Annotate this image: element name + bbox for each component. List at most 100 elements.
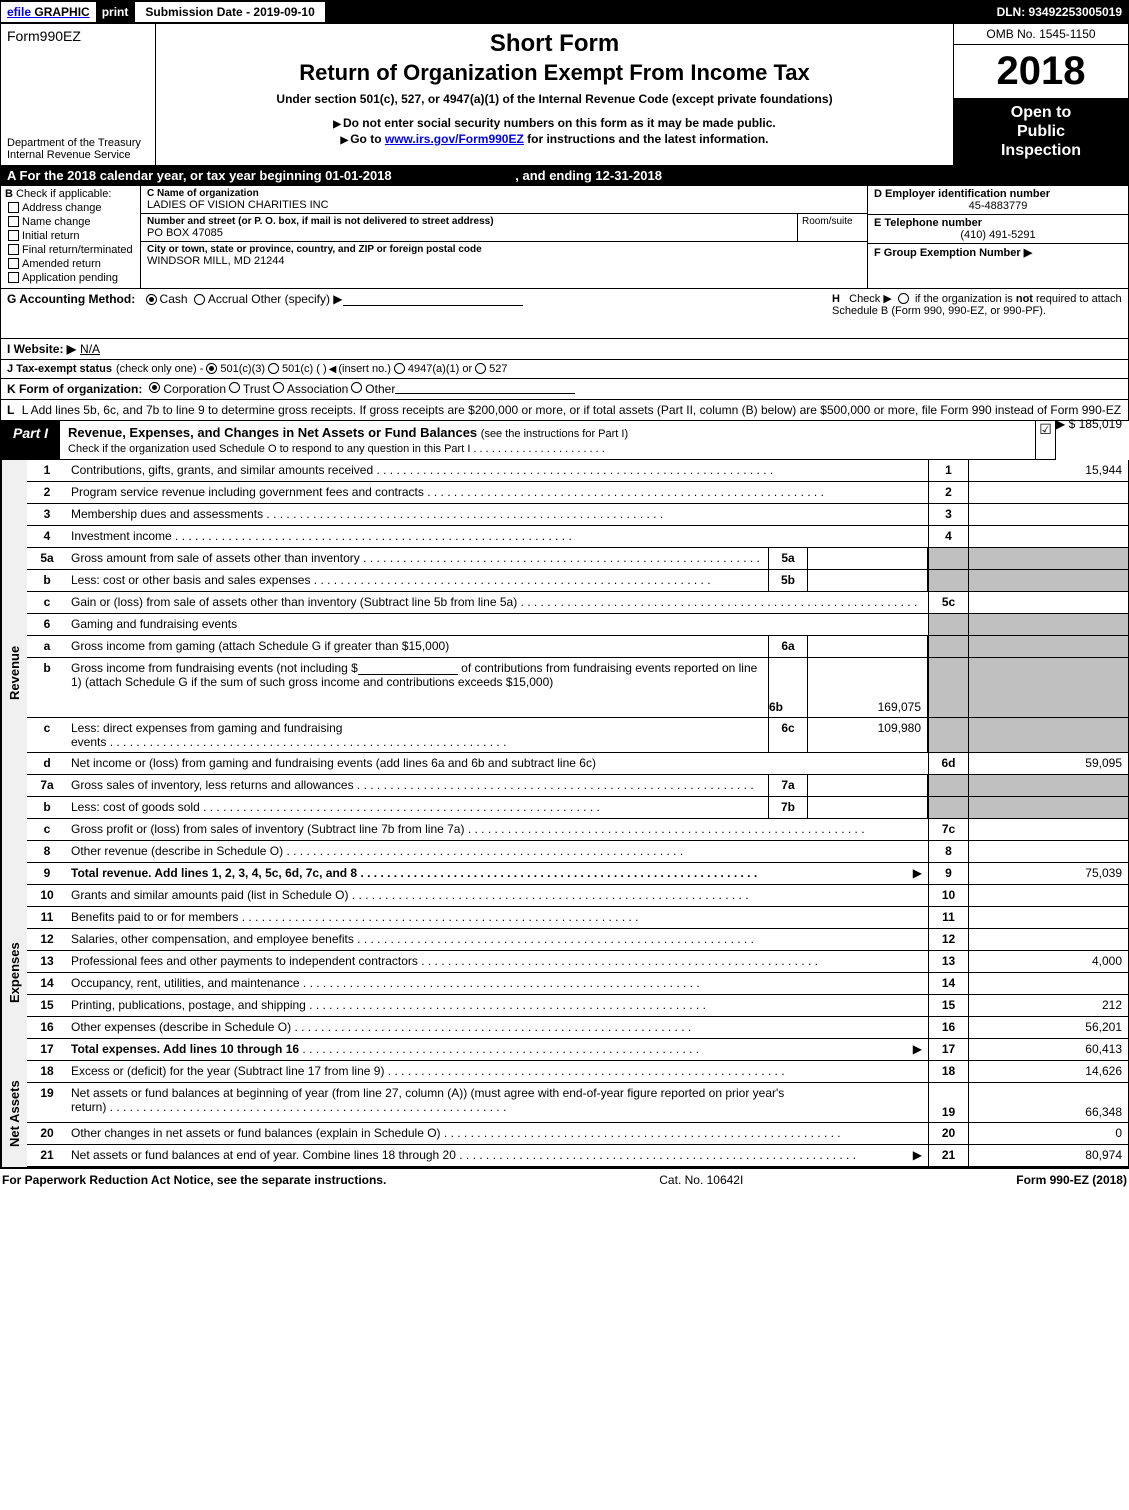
k-r4[interactable] <box>351 382 362 393</box>
val-13: 4,000 <box>968 951 1128 972</box>
val-9: 75,039 <box>968 863 1128 884</box>
line-12: 12 Salaries, other compensation, and emp… <box>27 929 1128 951</box>
line-6b-desc: Gross income from fundraising events (no… <box>67 658 768 717</box>
ck-amended[interactable]: Amended return <box>5 258 136 270</box>
inspection-box: Open to Public Inspection <box>954 99 1128 165</box>
dept2: Internal Revenue Service <box>7 149 149 161</box>
rowa-pre: A For the 2018 calendar year, or tax yea… <box>7 168 325 183</box>
6b-blank[interactable] <box>358 663 458 675</box>
rowa-end: 12-31-2018 <box>595 168 662 183</box>
val-19: 66,348 <box>968 1083 1128 1122</box>
b-check-label: Check if applicable: <box>16 188 111 200</box>
efile-link[interactable]: efile GRAPHIC <box>1 2 96 22</box>
line-6a: a Gross income from gaming (attach Sched… <box>27 636 1128 658</box>
form-id: Form990EZ <box>7 28 149 44</box>
val-6d: 59,095 <box>968 753 1128 774</box>
line-20: 20 Other changes in net assets or fund b… <box>27 1123 1128 1145</box>
line-13: 13 Professional fees and other payments … <box>27 951 1128 973</box>
sched-o-checkbox[interactable]: ☑ <box>1035 421 1055 459</box>
ck-name[interactable]: Name change <box>5 216 136 228</box>
city-cell: City or town, state or province, country… <box>141 242 867 269</box>
line-19: 19 Net assets or fund balances at beginn… <box>27 1083 1128 1123</box>
irs-link[interactable]: www.irs.gov/Form990EZ <box>385 132 524 146</box>
j-r1[interactable] <box>206 363 217 374</box>
rowa-begin: 01-01-2018 <box>325 168 392 183</box>
tel-cell: E Telephone number (410) 491-5291 <box>868 215 1128 244</box>
grp-cell: F Group Exemption Number ▶ <box>868 244 1128 261</box>
line-2: 2 Program service revenue including gove… <box>27 482 1128 504</box>
topbar-left: efile GRAPHIC print Submission Date - 20… <box>1 1 326 23</box>
ein-cell: D Employer identification number 45-4883… <box>868 186 1128 215</box>
side-netassets: Net Assets <box>1 1061 27 1167</box>
i-value: N/A <box>80 342 100 356</box>
revenue-section: Revenue 1 Contributions, gifts, grants, … <box>1 460 1128 885</box>
val-18: 14,626 <box>968 1061 1128 1082</box>
omb: OMB No. 1545-1150 <box>954 24 1128 45</box>
line-17: 17 Total expenses. Add lines 10 through … <box>27 1039 1128 1061</box>
insp3: Inspection <box>958 141 1124 160</box>
page-footer: For Paperwork Reduction Act Notice, see … <box>0 1167 1129 1191</box>
entity-block: B Check if applicable: Address change Na… <box>0 186 1129 289</box>
line-6b: b Gross income from fundraising events (… <box>27 658 1128 718</box>
j-r3[interactable] <box>394 363 405 374</box>
street: PO BOX 47085 <box>147 227 791 239</box>
g-other-blank[interactable] <box>343 294 523 306</box>
ck-final[interactable]: Final return/terminated <box>5 244 136 256</box>
tax-year: 2018 <box>954 45 1128 99</box>
dept-block: Department of the Treasury Internal Reve… <box>7 137 149 161</box>
grp-label: F Group Exemption Number ▶ <box>874 246 1122 259</box>
k-other-blank[interactable] <box>395 382 575 394</box>
val-6b: 169,075 <box>808 658 928 717</box>
part1-title: Revenue, Expenses, and Changes in Net As… <box>60 421 1035 459</box>
line-16: 16 Other expenses (describe in Schedule … <box>27 1017 1128 1039</box>
row-k: K Form of organization: Corporation Trus… <box>0 379 1129 400</box>
insp2: Public <box>958 122 1124 141</box>
footer-right: Form 990-EZ (2018) <box>1016 1173 1127 1187</box>
row-gh: G Accounting Method: Cash Accrual Other … <box>0 289 1129 339</box>
form-number: 990EZ <box>40 28 81 44</box>
graphic-text: GRAPHIC <box>34 5 89 19</box>
h-t2: if the organization is <box>915 293 1016 305</box>
ck-address[interactable]: Address change <box>5 202 136 214</box>
val-20: 0 <box>968 1123 1128 1144</box>
j-tail: (check only one) - <box>116 363 203 375</box>
k-r3[interactable] <box>273 382 284 393</box>
g-cash-radio[interactable] <box>146 294 157 305</box>
ck-initial[interactable]: Initial return <box>5 230 136 242</box>
line-15: 15 Printing, publications, postage, and … <box>27 995 1128 1017</box>
val-1: 15,944 <box>968 460 1128 481</box>
header-right: OMB No. 1545-1150 2018 Open to Public In… <box>953 24 1128 165</box>
ein-label: D Employer identification number <box>874 188 1122 200</box>
form-header: Form990EZ Department of the Treasury Int… <box>0 24 1129 166</box>
k-r2[interactable] <box>229 382 240 393</box>
line-5a: 5a Gross amount from sale of assets othe… <box>27 548 1128 570</box>
street-label: Number and street (or P. O. box, if mail… <box>147 216 791 227</box>
warn-line: Do not enter social security numbers on … <box>166 116 943 130</box>
line-1: 1 Contributions, gifts, grants, and simi… <box>27 460 1128 482</box>
j-r4[interactable] <box>475 363 486 374</box>
dln: DLN: 93492253005019 <box>991 2 1128 22</box>
g-accrual: Accrual <box>208 292 248 306</box>
row-a: A For the 2018 calendar year, or tax yea… <box>0 166 1129 186</box>
ck-pending[interactable]: Application pending <box>5 272 136 284</box>
l9-desc: Total revenue. Add lines 1, 2, 3, 4, 5c,… <box>67 863 907 884</box>
expenses-section: Expenses 10 Grants and similar amounts p… <box>1 885 1128 1061</box>
line-3: 3 Membership dues and assessments 3 <box>27 504 1128 526</box>
g-accrual-radio[interactable] <box>194 294 205 305</box>
val-21: 80,974 <box>968 1145 1128 1166</box>
line-10: 10 Grants and similar amounts paid (list… <box>27 885 1128 907</box>
k-r1[interactable] <box>149 382 160 393</box>
part1-label: Part I <box>1 421 60 459</box>
street-cell: Number and street (or P. O. box, if mail… <box>141 214 867 242</box>
footer-center: Cat. No. 10642I <box>659 1173 743 1187</box>
subtitle: Under section 501(c), 527, or 4947(a)(1)… <box>166 92 943 106</box>
line-14: 14 Occupancy, rent, utilities, and maint… <box>27 973 1128 995</box>
insp1: Open to <box>958 103 1124 122</box>
j-r2[interactable] <box>268 363 279 374</box>
line-7a: 7a Gross sales of inventory, less return… <box>27 775 1128 797</box>
dept1: Department of the Treasury <box>7 137 149 149</box>
h-check[interactable] <box>898 293 909 304</box>
line-11: 11 Benefits paid to or for members 11 <box>27 907 1128 929</box>
line-7b: b Less: cost of goods sold 7b <box>27 797 1128 819</box>
print-link[interactable]: print <box>96 2 135 22</box>
